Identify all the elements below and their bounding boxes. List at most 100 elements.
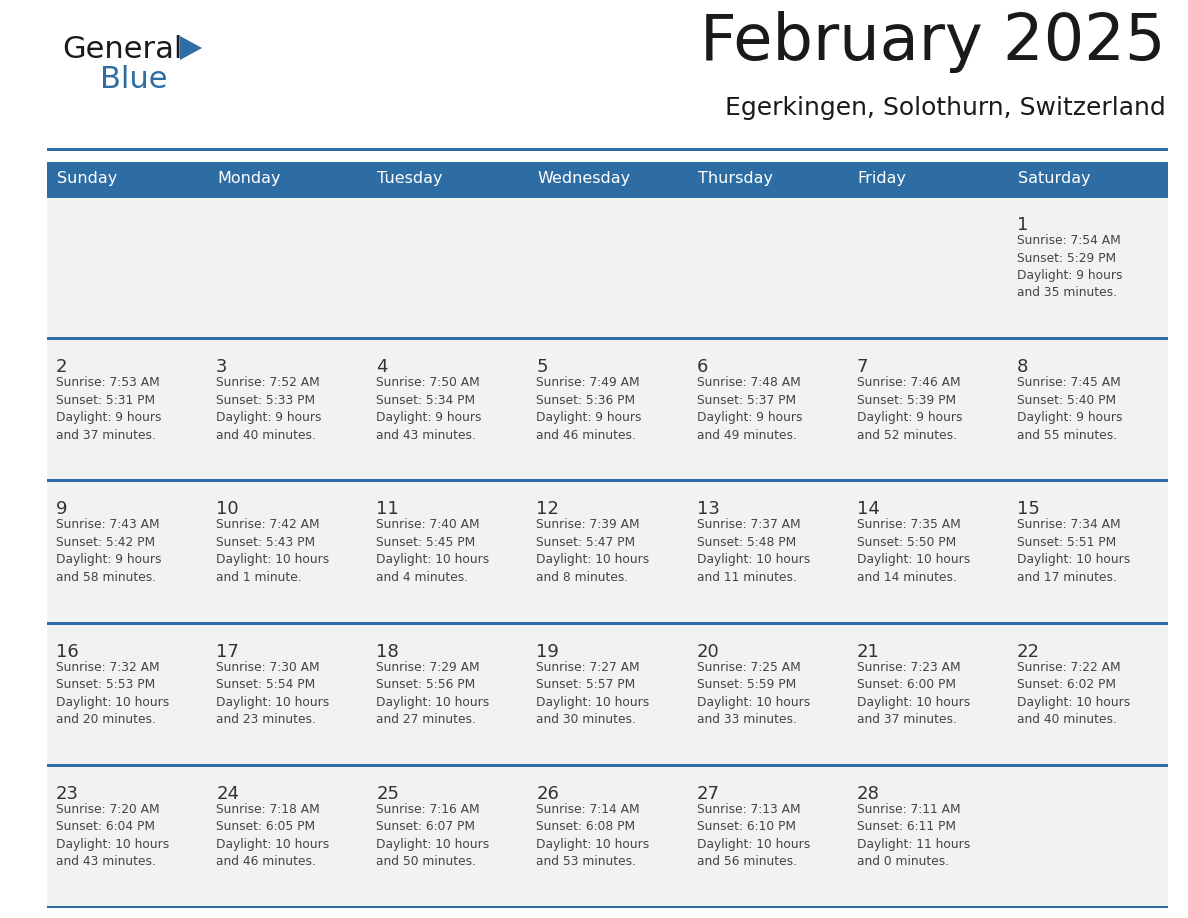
Text: 10: 10 xyxy=(216,500,239,519)
Bar xyxy=(848,482,1007,621)
Bar xyxy=(48,162,1168,195)
Bar xyxy=(688,198,848,337)
Bar xyxy=(367,482,527,621)
Bar xyxy=(48,479,1168,482)
Bar xyxy=(1007,482,1168,621)
Text: Sunrise: 7:27 AM
Sunset: 5:57 PM
Daylight: 10 hours
and 30 minutes.: Sunrise: 7:27 AM Sunset: 5:57 PM Dayligh… xyxy=(537,661,650,726)
Bar xyxy=(1007,624,1168,764)
Text: February 2025: February 2025 xyxy=(701,11,1165,73)
Text: Sunday: Sunday xyxy=(57,171,118,186)
Text: 24: 24 xyxy=(216,785,239,803)
Text: 28: 28 xyxy=(857,785,879,803)
Bar xyxy=(48,624,207,764)
Text: 7: 7 xyxy=(857,358,868,376)
Text: Sunrise: 7:11 AM
Sunset: 6:11 PM
Daylight: 11 hours
and 0 minutes.: Sunrise: 7:11 AM Sunset: 6:11 PM Dayligh… xyxy=(857,803,969,868)
Text: Sunrise: 7:49 AM
Sunset: 5:36 PM
Daylight: 9 hours
and 46 minutes.: Sunrise: 7:49 AM Sunset: 5:36 PM Dayligh… xyxy=(537,376,642,442)
Text: Sunrise: 7:53 AM
Sunset: 5:31 PM
Daylight: 9 hours
and 37 minutes.: Sunrise: 7:53 AM Sunset: 5:31 PM Dayligh… xyxy=(56,376,162,442)
Text: 3: 3 xyxy=(216,358,228,376)
Text: 18: 18 xyxy=(377,643,399,661)
Polygon shape xyxy=(181,36,202,60)
Text: 11: 11 xyxy=(377,500,399,519)
Bar xyxy=(48,198,207,337)
Text: Sunrise: 7:29 AM
Sunset: 5:56 PM
Daylight: 10 hours
and 27 minutes.: Sunrise: 7:29 AM Sunset: 5:56 PM Dayligh… xyxy=(377,661,489,726)
Text: 4: 4 xyxy=(377,358,387,376)
Text: Sunrise: 7:32 AM
Sunset: 5:53 PM
Daylight: 10 hours
and 20 minutes.: Sunrise: 7:32 AM Sunset: 5:53 PM Dayligh… xyxy=(56,661,169,726)
Bar xyxy=(688,341,848,479)
Bar xyxy=(527,482,688,621)
Bar xyxy=(527,624,688,764)
Text: 13: 13 xyxy=(696,500,720,519)
Text: 5: 5 xyxy=(537,358,548,376)
Bar xyxy=(48,341,207,479)
Text: 8: 8 xyxy=(1017,358,1029,376)
Text: Sunrise: 7:54 AM
Sunset: 5:29 PM
Daylight: 9 hours
and 35 minutes.: Sunrise: 7:54 AM Sunset: 5:29 PM Dayligh… xyxy=(1017,234,1123,299)
Bar xyxy=(367,624,527,764)
Bar xyxy=(48,195,1168,198)
Text: 21: 21 xyxy=(857,643,879,661)
Text: Sunrise: 7:50 AM
Sunset: 5:34 PM
Daylight: 9 hours
and 43 minutes.: Sunrise: 7:50 AM Sunset: 5:34 PM Dayligh… xyxy=(377,376,482,442)
Bar xyxy=(48,767,207,906)
Text: Tuesday: Tuesday xyxy=(378,171,443,186)
Bar xyxy=(207,341,367,479)
Text: Thursday: Thursday xyxy=(697,171,772,186)
Bar xyxy=(848,341,1007,479)
Text: Sunrise: 7:40 AM
Sunset: 5:45 PM
Daylight: 10 hours
and 4 minutes.: Sunrise: 7:40 AM Sunset: 5:45 PM Dayligh… xyxy=(377,519,489,584)
Text: Sunrise: 7:43 AM
Sunset: 5:42 PM
Daylight: 9 hours
and 58 minutes.: Sunrise: 7:43 AM Sunset: 5:42 PM Dayligh… xyxy=(56,519,162,584)
Text: 27: 27 xyxy=(696,785,720,803)
Text: Sunrise: 7:46 AM
Sunset: 5:39 PM
Daylight: 9 hours
and 52 minutes.: Sunrise: 7:46 AM Sunset: 5:39 PM Dayligh… xyxy=(857,376,962,442)
Bar xyxy=(48,621,1168,624)
Text: Sunrise: 7:52 AM
Sunset: 5:33 PM
Daylight: 9 hours
and 40 minutes.: Sunrise: 7:52 AM Sunset: 5:33 PM Dayligh… xyxy=(216,376,322,442)
Text: Sunrise: 7:39 AM
Sunset: 5:47 PM
Daylight: 10 hours
and 8 minutes.: Sunrise: 7:39 AM Sunset: 5:47 PM Dayligh… xyxy=(537,519,650,584)
Text: 26: 26 xyxy=(537,785,560,803)
Text: Sunrise: 7:30 AM
Sunset: 5:54 PM
Daylight: 10 hours
and 23 minutes.: Sunrise: 7:30 AM Sunset: 5:54 PM Dayligh… xyxy=(216,661,329,726)
Bar xyxy=(527,341,688,479)
Bar xyxy=(1007,198,1168,337)
Text: Sunrise: 7:13 AM
Sunset: 6:10 PM
Daylight: 10 hours
and 56 minutes.: Sunrise: 7:13 AM Sunset: 6:10 PM Dayligh… xyxy=(696,803,810,868)
Bar xyxy=(688,482,848,621)
Text: Sunrise: 7:48 AM
Sunset: 5:37 PM
Daylight: 9 hours
and 49 minutes.: Sunrise: 7:48 AM Sunset: 5:37 PM Dayligh… xyxy=(696,376,802,442)
Text: Sunrise: 7:14 AM
Sunset: 6:08 PM
Daylight: 10 hours
and 53 minutes.: Sunrise: 7:14 AM Sunset: 6:08 PM Dayligh… xyxy=(537,803,650,868)
Text: Friday: Friday xyxy=(858,171,906,186)
Bar xyxy=(527,767,688,906)
Bar xyxy=(48,148,1168,151)
Bar xyxy=(688,624,848,764)
Text: 15: 15 xyxy=(1017,500,1040,519)
Text: Saturday: Saturday xyxy=(1018,171,1091,186)
Bar xyxy=(527,198,688,337)
Bar xyxy=(1007,767,1168,906)
Bar xyxy=(48,482,207,621)
Text: Wednesday: Wednesday xyxy=(537,171,631,186)
Text: 22: 22 xyxy=(1017,643,1040,661)
Text: Sunrise: 7:16 AM
Sunset: 6:07 PM
Daylight: 10 hours
and 50 minutes.: Sunrise: 7:16 AM Sunset: 6:07 PM Dayligh… xyxy=(377,803,489,868)
Text: Sunrise: 7:25 AM
Sunset: 5:59 PM
Daylight: 10 hours
and 33 minutes.: Sunrise: 7:25 AM Sunset: 5:59 PM Dayligh… xyxy=(696,661,810,726)
Text: 17: 17 xyxy=(216,643,239,661)
Bar xyxy=(848,767,1007,906)
Text: Sunrise: 7:37 AM
Sunset: 5:48 PM
Daylight: 10 hours
and 11 minutes.: Sunrise: 7:37 AM Sunset: 5:48 PM Dayligh… xyxy=(696,519,810,584)
Text: Sunrise: 7:45 AM
Sunset: 5:40 PM
Daylight: 9 hours
and 55 minutes.: Sunrise: 7:45 AM Sunset: 5:40 PM Dayligh… xyxy=(1017,376,1123,442)
Bar xyxy=(48,764,1168,767)
Text: 19: 19 xyxy=(537,643,560,661)
Bar xyxy=(367,341,527,479)
Text: Sunrise: 7:20 AM
Sunset: 6:04 PM
Daylight: 10 hours
and 43 minutes.: Sunrise: 7:20 AM Sunset: 6:04 PM Dayligh… xyxy=(56,803,169,868)
Text: Sunrise: 7:34 AM
Sunset: 5:51 PM
Daylight: 10 hours
and 17 minutes.: Sunrise: 7:34 AM Sunset: 5:51 PM Dayligh… xyxy=(1017,519,1130,584)
Bar xyxy=(688,767,848,906)
Text: 14: 14 xyxy=(857,500,879,519)
Bar xyxy=(1007,341,1168,479)
Bar xyxy=(207,198,367,337)
Bar xyxy=(207,767,367,906)
Text: 2: 2 xyxy=(56,358,68,376)
Text: Sunrise: 7:35 AM
Sunset: 5:50 PM
Daylight: 10 hours
and 14 minutes.: Sunrise: 7:35 AM Sunset: 5:50 PM Dayligh… xyxy=(857,519,969,584)
Bar xyxy=(48,906,1168,908)
Text: Monday: Monday xyxy=(217,171,280,186)
Bar xyxy=(848,624,1007,764)
Text: Sunrise: 7:22 AM
Sunset: 6:02 PM
Daylight: 10 hours
and 40 minutes.: Sunrise: 7:22 AM Sunset: 6:02 PM Dayligh… xyxy=(1017,661,1130,726)
Text: Sunrise: 7:42 AM
Sunset: 5:43 PM
Daylight: 10 hours
and 1 minute.: Sunrise: 7:42 AM Sunset: 5:43 PM Dayligh… xyxy=(216,519,329,584)
Bar xyxy=(367,767,527,906)
Text: General: General xyxy=(62,35,183,64)
Text: 23: 23 xyxy=(56,785,78,803)
Text: Sunrise: 7:18 AM
Sunset: 6:05 PM
Daylight: 10 hours
and 46 minutes.: Sunrise: 7:18 AM Sunset: 6:05 PM Dayligh… xyxy=(216,803,329,868)
Text: 6: 6 xyxy=(696,358,708,376)
Text: 12: 12 xyxy=(537,500,560,519)
Text: 16: 16 xyxy=(56,643,78,661)
Text: 25: 25 xyxy=(377,785,399,803)
